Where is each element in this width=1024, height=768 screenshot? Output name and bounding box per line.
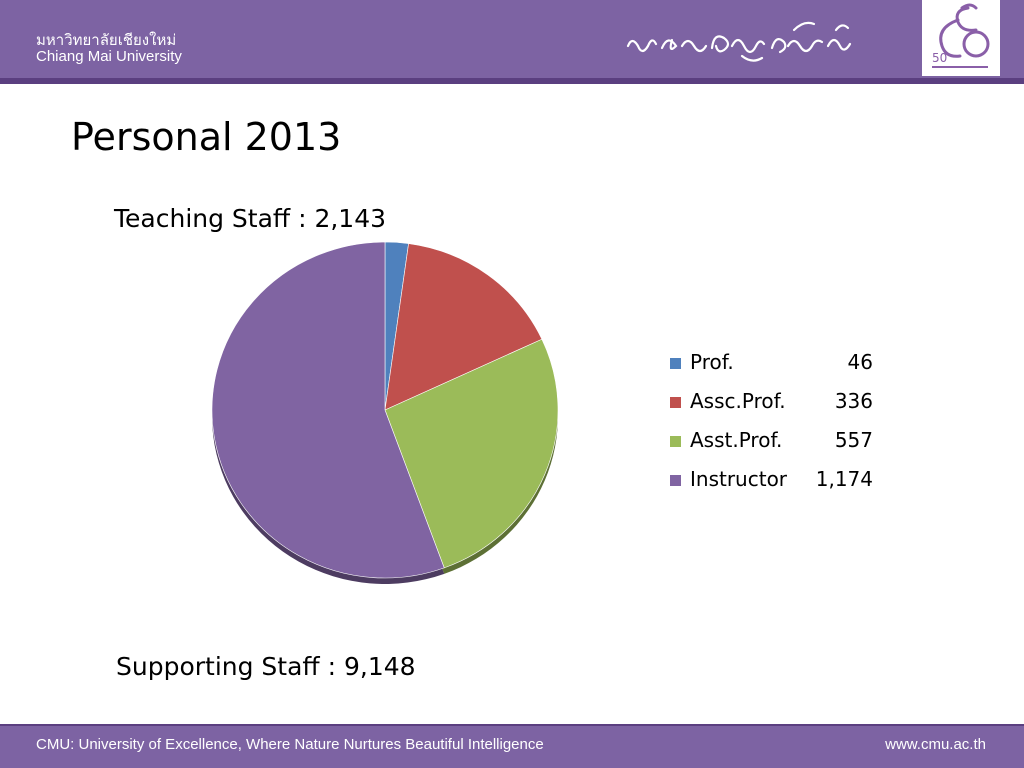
chart-legend: Prof. 46 Assc.Prof. 336 Asst.Prof. 557 I… — [668, 350, 888, 506]
cmu-50th-anniversary-logo-icon: 50 — [932, 3, 990, 68]
legend-value: 1,174 — [815, 467, 873, 491]
university-name-english: Chiang Mai University — [36, 48, 182, 65]
lanna-script-logo — [626, 21, 852, 62]
legend-label: Instructor — [690, 467, 788, 491]
footer-bar: CMU: University of Excellence, Where Nat… — [0, 726, 1024, 768]
university-name-thai: มหาวิทยาลัยเชียงใหม่ — [36, 31, 177, 49]
legend-value: 336 — [834, 389, 873, 413]
footer-divider — [0, 724, 1024, 727]
footer-url-link[interactable]: www.cmu.ac.th — [885, 736, 986, 753]
legend-label: Prof. — [690, 350, 734, 374]
legend-swatch-assc-prof — [670, 397, 681, 408]
pie-slice-asst-prof — [384, 338, 559, 569]
legend-swatch-asst-prof — [670, 436, 681, 447]
legend-item-instructor: Instructor 1,174 — [668, 467, 888, 506]
footer-tagline: CMU: University of Excellence, Where Nat… — [36, 736, 544, 753]
anniversary-logo: 50 — [922, 0, 1000, 76]
header-divider — [0, 78, 1024, 84]
legend-swatch-instructor — [670, 475, 681, 486]
svg-text:50: 50 — [932, 51, 947, 65]
legend-item-asst-prof: Asst.Prof. 557 — [668, 428, 888, 467]
slide-title: Personal 2013 — [71, 115, 342, 159]
legend-label: Asst.Prof. — [690, 428, 783, 452]
legend-item-assc-prof: Assc.Prof. 336 — [668, 389, 888, 428]
pie-slice-assc-prof — [384, 243, 543, 411]
legend-value: 46 — [847, 350, 873, 374]
pie-slice-instructor — [211, 241, 445, 579]
legend-label: Assc.Prof. — [690, 389, 786, 413]
legend-item-prof: Prof. 46 — [668, 350, 888, 389]
pie-chart — [211, 241, 559, 584]
legend-swatch-prof — [670, 358, 681, 369]
teaching-staff-label: Teaching Staff : 2,143 — [114, 204, 387, 233]
supporting-staff-label: Supporting Staff : 9,148 — [116, 652, 416, 681]
legend-value: 557 — [834, 428, 873, 452]
header-bar: มหาวิทยาลัยเชียงใหม่ Chiang Mai Universi… — [0, 0, 1024, 80]
